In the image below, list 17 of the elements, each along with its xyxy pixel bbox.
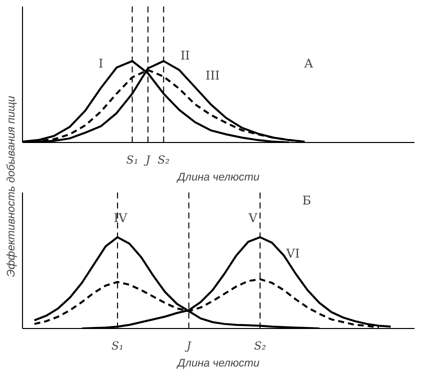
x-tick-label: J bbox=[184, 340, 192, 352]
x-axis-title: Длина челюсти bbox=[176, 358, 260, 370]
annotation: А bbox=[304, 56, 314, 70]
text: Б bbox=[302, 193, 312, 208]
annotation: VI bbox=[285, 246, 300, 260]
x-axis-title: Длина челюсти bbox=[176, 172, 260, 184]
x-tick-label: S₁ bbox=[112, 340, 124, 352]
x-tick-label: S₂ bbox=[254, 340, 266, 352]
x-tick-label: S₁ bbox=[126, 154, 138, 166]
text: V bbox=[248, 211, 258, 226]
annotation: I bbox=[98, 56, 104, 70]
y-axis-title: Эффективность добывания пищи bbox=[5, 96, 18, 278]
text: IV bbox=[114, 211, 128, 226]
x-tick-label: S₂ bbox=[158, 154, 170, 166]
x-tick-label: J bbox=[144, 154, 151, 166]
annotation: III bbox=[206, 68, 220, 83]
annotation: II bbox=[180, 48, 190, 62]
